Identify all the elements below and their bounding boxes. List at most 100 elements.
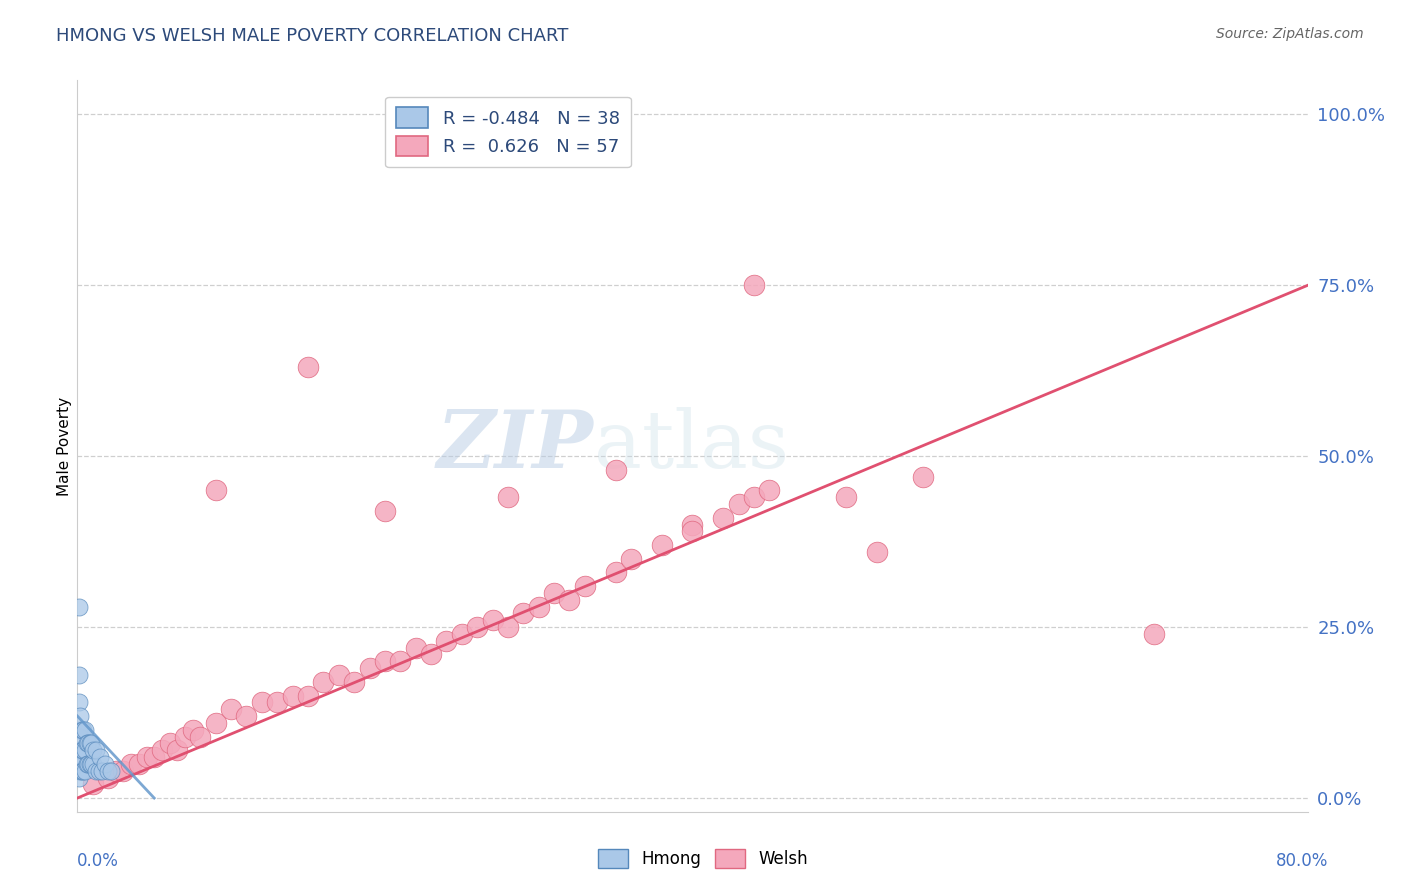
Point [204, 715, 226, 730]
Point [312, 674, 335, 689]
Point [174, 730, 197, 744]
Point [143, 750, 166, 764]
Point [727, 497, 749, 511]
Point [90, 764, 114, 778]
Point [67, 723, 90, 737]
Point [72, 723, 94, 737]
Point [80, 736, 103, 750]
Point [912, 469, 935, 483]
Point [420, 648, 443, 662]
Point [496, 128, 519, 142]
Point [72, 743, 94, 757]
Point [97, 771, 120, 785]
Point [128, 756, 150, 771]
Point [281, 689, 304, 703]
Point [188, 730, 212, 744]
Point [682, 517, 704, 532]
Point [84, 764, 107, 778]
Point [711, 510, 734, 524]
Point [742, 278, 765, 293]
Point [605, 463, 627, 477]
Point [79, 756, 101, 771]
Text: ZIP: ZIP [437, 408, 595, 484]
Text: 80.0%: 80.0% [1277, 852, 1329, 870]
Point [682, 524, 704, 539]
Point [77, 736, 100, 750]
Point [543, 586, 565, 600]
Point [67, 695, 90, 709]
Text: 0.0%: 0.0% [77, 852, 120, 870]
Point [297, 689, 319, 703]
Point [620, 551, 643, 566]
Point [181, 723, 204, 737]
Point [82, 743, 104, 757]
Point [67, 756, 90, 771]
Point [72, 764, 94, 778]
Point [82, 756, 104, 771]
Point [67, 771, 90, 785]
Point [481, 613, 503, 627]
Point [150, 743, 173, 757]
Point [69, 764, 91, 778]
Point [79, 736, 101, 750]
Point [87, 764, 110, 778]
Point [605, 566, 627, 580]
Point [465, 620, 488, 634]
Point [166, 743, 188, 757]
Point [835, 490, 858, 504]
Point [343, 674, 366, 689]
Point [496, 490, 519, 504]
Point [67, 743, 90, 757]
Y-axis label: Male Poverty: Male Poverty [56, 396, 72, 496]
Point [76, 756, 98, 771]
Point [84, 743, 107, 757]
Point [558, 592, 581, 607]
Point [405, 640, 427, 655]
Point [67, 668, 90, 682]
Point [450, 627, 472, 641]
Point [374, 654, 396, 668]
Text: HMONG VS WELSH MALE POVERTY CORRELATION CHART: HMONG VS WELSH MALE POVERTY CORRELATION … [56, 27, 568, 45]
Point [496, 620, 519, 634]
Legend: Hmong, Welsh: Hmong, Welsh [592, 842, 814, 875]
Point [374, 504, 396, 518]
Point [77, 756, 100, 771]
Point [73, 723, 96, 737]
Point [159, 736, 181, 750]
Point [574, 579, 596, 593]
Point [527, 599, 550, 614]
Point [73, 764, 96, 778]
Point [389, 654, 412, 668]
Point [97, 764, 120, 778]
Text: Source: ZipAtlas.com: Source: ZipAtlas.com [1216, 27, 1364, 41]
Point [359, 661, 381, 675]
Point [70, 764, 93, 778]
Point [80, 756, 103, 771]
Point [69, 750, 91, 764]
Point [512, 607, 534, 621]
Point [89, 750, 111, 764]
Point [204, 483, 226, 498]
Point [82, 777, 104, 791]
Point [266, 695, 288, 709]
Point [69, 730, 91, 744]
Point [70, 723, 93, 737]
Point [742, 490, 765, 504]
Point [328, 668, 350, 682]
Point [250, 695, 273, 709]
Point [135, 750, 157, 764]
Text: atlas: atlas [595, 407, 789, 485]
Legend: R = -0.484   N = 38, R =  0.626   N = 57: R = -0.484 N = 38, R = 0.626 N = 57 [385, 96, 631, 167]
Point [235, 709, 257, 723]
Point [436, 633, 458, 648]
Point [76, 736, 98, 750]
Point [69, 709, 91, 723]
Point [120, 756, 142, 771]
Point [866, 545, 889, 559]
Point [100, 764, 122, 778]
Point [1143, 627, 1166, 641]
Point [112, 764, 135, 778]
Point [70, 743, 93, 757]
Point [67, 599, 90, 614]
Point [651, 538, 673, 552]
